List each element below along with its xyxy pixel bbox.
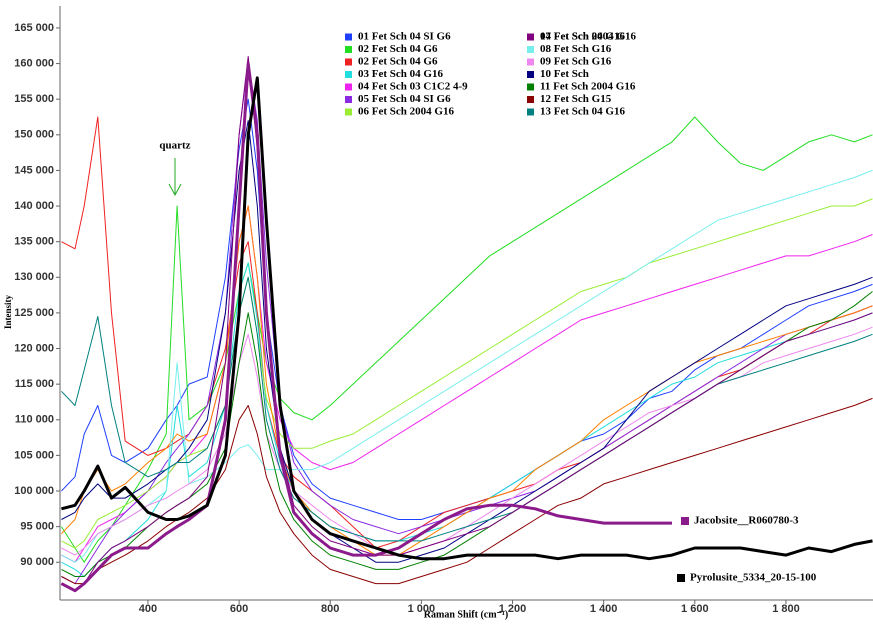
x-tick-label: 1 400: [590, 603, 618, 615]
legend-swatch: [345, 46, 352, 53]
series-line: [61, 55, 873, 592]
legend-label: 01 Fet Sch 04 SI G6: [358, 31, 451, 43]
y-tick-label: 145 000: [14, 164, 54, 176]
legend-swatch: [527, 46, 534, 53]
legend-label: 04 Fet Sch 03 C1C2 4-9: [358, 81, 468, 93]
series-line: [61, 76, 873, 561]
legend-label: 03 Fet Sch 04 G16: [358, 68, 443, 80]
legend-label: 12 Fet Sch G15: [540, 93, 612, 105]
legend-label: 13 Fet Sch 04 G16: [540, 106, 625, 118]
y-axis-label: Intensity: [3, 295, 13, 330]
legend-label: 11 Fet Sch 2004 G16: [540, 81, 636, 93]
y-tick-label: 100 000: [14, 485, 54, 497]
legend-label: 06 Fet Sch 2004 G16: [358, 106, 454, 118]
legend-swatch: [345, 96, 352, 103]
legend-swatch: [345, 83, 352, 91]
y-tick-label: 160 000: [14, 57, 54, 69]
y-tick-label: 125 000: [14, 307, 54, 319]
series-line: [61, 169, 873, 563]
legend-label: Pyrolusite_5334_20-15-100: [690, 572, 817, 584]
y-tick-label: 95 000: [20, 521, 54, 533]
legend-label: 14 Fet Sch 04 G16: [540, 31, 625, 43]
legend-label: 08 Fet Sch G16: [540, 43, 612, 55]
legend-swatch: [345, 71, 352, 78]
legend-swatch: [677, 574, 685, 582]
x-tick-label: 400: [139, 603, 157, 615]
series-line: [60, 116, 873, 563]
legend-swatch: [527, 83, 534, 91]
legend-label: 02 Fet Sch 04 G6: [358, 56, 438, 68]
legend-label: 09 Fet Sch G16: [540, 56, 612, 68]
y-tick-label: 155 000: [14, 93, 54, 105]
annotation: quartz: [159, 140, 190, 152]
x-tick-label: 800: [321, 603, 339, 615]
x-tick-label: 1 000: [408, 603, 436, 615]
legend-swatch: [345, 33, 352, 41]
legend-label: 07 Fet Sch 2004 G16: [540, 31, 636, 43]
y-tick-label: 110 000: [15, 414, 54, 426]
y-tick-label: 115 000: [15, 378, 54, 390]
x-tick-label: 1 800: [772, 603, 800, 615]
legend-label: Jacobsite__R060780-3: [694, 515, 799, 527]
x-tick-label: 1 600: [681, 603, 709, 615]
legend-swatch: [345, 108, 352, 116]
legend-swatch: [527, 33, 534, 41]
y-tick-label: 165 000: [14, 22, 54, 34]
y-tick-label: 105 000: [14, 449, 54, 461]
plot-area: [60, 55, 873, 593]
legend-label: 02 Fet Sch 04 G6: [358, 43, 438, 55]
legend-swatch: [527, 108, 534, 116]
y-tick-label: 150 000: [14, 129, 54, 141]
legend-swatch: [345, 58, 352, 66]
legend-label: 05 Fet Sch 04 SI G6: [358, 93, 451, 105]
x-axis-label: Raman Shift (cm⁻¹): [424, 609, 508, 620]
legend-swatch: [527, 96, 534, 103]
series-line: [61, 98, 873, 520]
legend-label: 10 Fet Sch: [540, 68, 589, 80]
series-line: [61, 397, 873, 585]
y-tick-label: 130 000: [14, 271, 54, 283]
y-tick-label: 90 000: [20, 556, 54, 568]
x-tick-label: 1 200: [499, 603, 527, 615]
y-tick-label: 140 000: [14, 200, 54, 212]
legend-swatch: [527, 71, 534, 78]
y-tick-label: 120 000: [14, 342, 54, 354]
y-tick-label: 135 000: [14, 236, 54, 248]
legend-swatch: [527, 58, 534, 66]
annotation-arrow-head: [168, 183, 182, 197]
series-line: [61, 59, 873, 585]
series-line: [60, 62, 672, 593]
legend-swatch: [681, 517, 689, 525]
x-tick-label: 600: [230, 603, 248, 615]
